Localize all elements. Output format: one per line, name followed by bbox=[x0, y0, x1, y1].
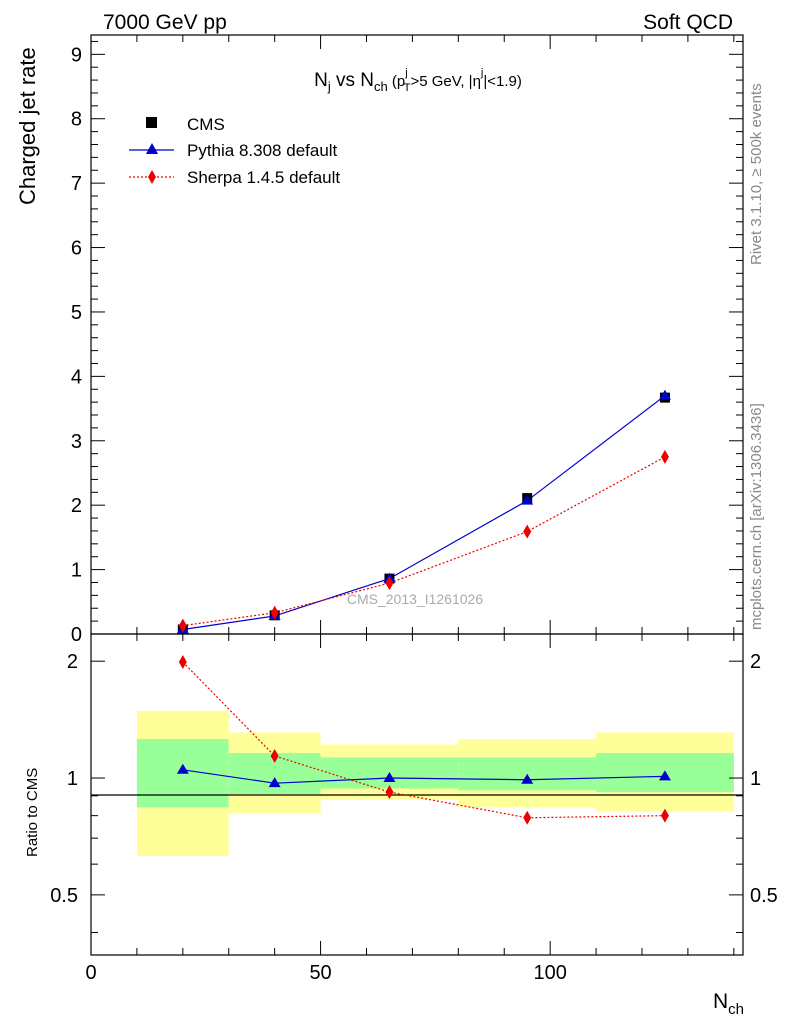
ratio-ticks bbox=[90, 634, 743, 955]
ratio-point-pythia bbox=[383, 772, 396, 783]
ratio-series-markers bbox=[176, 655, 671, 825]
x-tick-label: 100 bbox=[533, 962, 566, 984]
y-tick-label: 2 bbox=[71, 495, 82, 517]
ratio-point-sherpa bbox=[385, 785, 394, 800]
main-point-sherpa bbox=[385, 576, 394, 591]
ratio-frame bbox=[90, 633, 744, 956]
y-tick-label: 7 bbox=[71, 173, 82, 195]
energy-label: 7000 GeV pp bbox=[103, 11, 227, 34]
y-tick-label: 3 bbox=[71, 431, 82, 453]
legend: CMS Pythia 8.308 default Sherpa 1.4.5 de… bbox=[129, 115, 340, 187]
main-line-sherpa bbox=[182, 456, 666, 627]
ratio-point-sherpa bbox=[178, 655, 187, 670]
y-tick-label: 6 bbox=[71, 238, 82, 260]
ratio-point-sherpa bbox=[523, 810, 532, 825]
legend-triangle-marker bbox=[146, 143, 158, 154]
legend-item-sherpa: Sherpa 1.4.5 default bbox=[129, 168, 340, 187]
ratio-point-pythia bbox=[268, 777, 281, 788]
main-point-sherpa bbox=[660, 449, 669, 464]
ratio-y-tick-label-right: 2 bbox=[750, 651, 761, 673]
y-tick-label: 4 bbox=[71, 366, 82, 388]
main-point-pythia bbox=[521, 494, 534, 505]
legend-diamond-marker bbox=[148, 170, 156, 184]
main-point-sherpa bbox=[523, 524, 532, 539]
ratio-point-sherpa bbox=[270, 748, 279, 763]
main-y-axis-label: Charged jet rate bbox=[15, 47, 40, 205]
plot-title: Nj vs Nch (pj T>5 GeV, |ηj|<1.9) bbox=[314, 67, 522, 94]
category-label: Soft QCD bbox=[643, 11, 733, 34]
watermark: CMS_2013_I1261026 bbox=[347, 591, 483, 607]
y-tick-label: 1 bbox=[71, 560, 82, 582]
legend-label-pythia: Pythia 8.308 default bbox=[187, 141, 338, 160]
legend-item-pythia: Pythia 8.308 default bbox=[129, 141, 338, 160]
main-panel: 0 1 2 3 4 5 6 7 8 9 Charged jet rate CMS_2013_I12… bbox=[15, 34, 744, 646]
ratio-panel: 0.5 0.5 1 1 2 2 0 50 100 Ratio to CMS Nch bbox=[24, 633, 778, 1018]
ratio-y-axis-label: Ratio to CMS bbox=[24, 768, 41, 857]
ratio-y-tick-labels: 0.5 0.5 1 1 2 2 bbox=[50, 651, 778, 907]
ratio-uncertainty-bands bbox=[136, 710, 734, 856]
ratio-point-pythia bbox=[176, 763, 189, 774]
y-tick-label: 0 bbox=[71, 624, 82, 646]
y-tick-label: 5 bbox=[71, 302, 82, 324]
ratio-y-tick-label-right: 0.5 bbox=[750, 885, 778, 907]
rivet-label: Rivet 3.1.10, ≥ 500k events bbox=[748, 83, 765, 265]
y-tick-label: 8 bbox=[71, 109, 82, 131]
legend-item-cms: CMS bbox=[146, 115, 225, 134]
legend-square-marker bbox=[146, 117, 157, 128]
ratio-y-tick-label: 1 bbox=[67, 768, 78, 790]
mcplots-label: mcplots.cern.ch [arXiv:1306.3436] bbox=[748, 403, 765, 630]
ratio-y-tick-label: 2 bbox=[67, 651, 78, 673]
main-point-pythia bbox=[658, 389, 671, 400]
x-axis-label: Nch bbox=[713, 990, 744, 1018]
x-tick-labels: 0 50 100 bbox=[85, 962, 566, 984]
main-series-markers bbox=[176, 389, 671, 635]
ratio-y-tick-label: 0.5 bbox=[50, 885, 78, 907]
x-tick-label: 0 bbox=[85, 962, 96, 984]
ratio-point-pythia bbox=[658, 770, 671, 781]
legend-label-sherpa: Sherpa 1.4.5 default bbox=[187, 168, 340, 187]
y-tick-label: 9 bbox=[71, 44, 82, 66]
ratio-y-tick-label-right: 1 bbox=[750, 768, 761, 790]
main-point-sherpa bbox=[178, 618, 187, 633]
ratio-point-pythia bbox=[521, 773, 534, 784]
ratio-point-sherpa bbox=[660, 808, 669, 823]
main-y-tick-labels: 0 1 2 3 4 5 6 7 8 9 bbox=[71, 44, 82, 646]
x-tick-label: 50 bbox=[309, 962, 331, 984]
legend-label-cms: CMS bbox=[187, 115, 225, 134]
ratio-line-sherpa bbox=[182, 661, 665, 819]
main-point-sherpa bbox=[270, 605, 279, 620]
